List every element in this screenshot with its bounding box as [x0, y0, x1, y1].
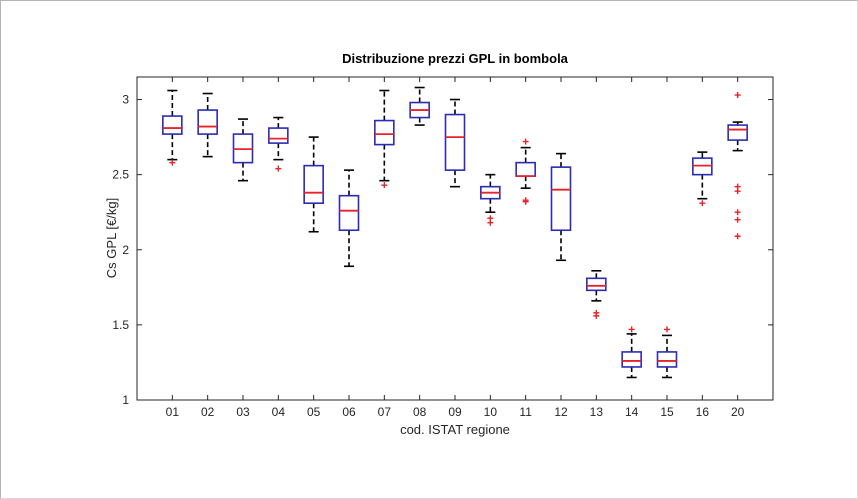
- box: [374, 119, 395, 146]
- outlier-point: [275, 165, 282, 172]
- x-tick-label: 07: [378, 405, 392, 419]
- box-group: [656, 326, 678, 379]
- outlier-point: [522, 197, 529, 204]
- box: [162, 115, 183, 135]
- outlier-point: [381, 182, 388, 189]
- outlier-point: [734, 216, 741, 223]
- box-group: [232, 118, 254, 182]
- x-tick-label: 05: [307, 405, 321, 419]
- y-axis: 1 1.5 2 2.5 3: [112, 93, 773, 407]
- x-tick-label: 14: [625, 405, 639, 419]
- x-tick-label: 15: [660, 405, 674, 419]
- x-tick-label: 20: [731, 405, 745, 419]
- box: [268, 127, 289, 144]
- box: [444, 113, 466, 171]
- box-group: [303, 136, 324, 233]
- box-group: [515, 138, 536, 205]
- x-tick-label: 02: [201, 405, 215, 419]
- box-group: [197, 92, 218, 158]
- y-tick-label: 1.5: [112, 318, 129, 332]
- box-group: [409, 86, 430, 126]
- box-group: [268, 116, 289, 172]
- x-tick-label: 12: [554, 405, 568, 419]
- outlier-point: [734, 209, 741, 216]
- box-group: [338, 169, 360, 268]
- box-group: [550, 152, 572, 262]
- x-axis-label: cod. ISTAT regione: [400, 422, 510, 437]
- box: [197, 109, 218, 135]
- outlier-point: [734, 188, 741, 195]
- y-tick-label: 1: [122, 393, 129, 407]
- box-group: [586, 269, 607, 319]
- outlier-point: [169, 159, 176, 166]
- box: [656, 351, 678, 368]
- x-tick-label: 10: [484, 405, 498, 419]
- box-group: [480, 173, 501, 226]
- outlier-point: [628, 326, 635, 333]
- outlier-point: [522, 138, 529, 145]
- x-tick-label: 08: [413, 405, 427, 419]
- outlier-point: [593, 309, 600, 316]
- x-tick-label: 03: [236, 405, 250, 419]
- box: [515, 161, 536, 177]
- x-tick-label: 09: [448, 405, 462, 419]
- box: [550, 166, 572, 232]
- box-group: [444, 98, 466, 188]
- boxes-layer: [162, 86, 748, 379]
- outlier-point: [699, 200, 706, 207]
- box-group: [727, 92, 748, 240]
- box-group: [621, 326, 642, 379]
- chart-title: Distribuzione prezzi GPL in bombola: [342, 51, 569, 66]
- x-tick-label: 01: [166, 405, 180, 419]
- outlier-point: [734, 233, 741, 240]
- x-tick-label: 13: [590, 405, 604, 419]
- x-axis: 01 02 03 04 05 06 07 08 09 10 11 12 13 14 15 16 20: [166, 77, 745, 419]
- box: [586, 277, 607, 292]
- outlier-point: [487, 215, 494, 222]
- outlier-point: [664, 326, 670, 333]
- x-tick-label: 11: [519, 405, 532, 419]
- outlier-point: [734, 92, 741, 99]
- x-tick-label: 06: [342, 405, 356, 419]
- x-tick-label: 16: [696, 405, 710, 419]
- y-tick-label: 2: [122, 243, 129, 257]
- box: [303, 164, 324, 204]
- plot-area-frame: [136, 76, 774, 401]
- box: [621, 351, 642, 368]
- box-group: [692, 151, 713, 207]
- x-tick-label: 04: [272, 405, 286, 419]
- box: [338, 194, 360, 232]
- y-tick-label: 3: [122, 93, 129, 107]
- y-axis-label: Cs GPL [€/kg]: [104, 198, 119, 278]
- y-tick-label: 2.5: [112, 168, 129, 182]
- box-group: [374, 89, 395, 189]
- box-group: [162, 89, 183, 166]
- box: [727, 124, 748, 141]
